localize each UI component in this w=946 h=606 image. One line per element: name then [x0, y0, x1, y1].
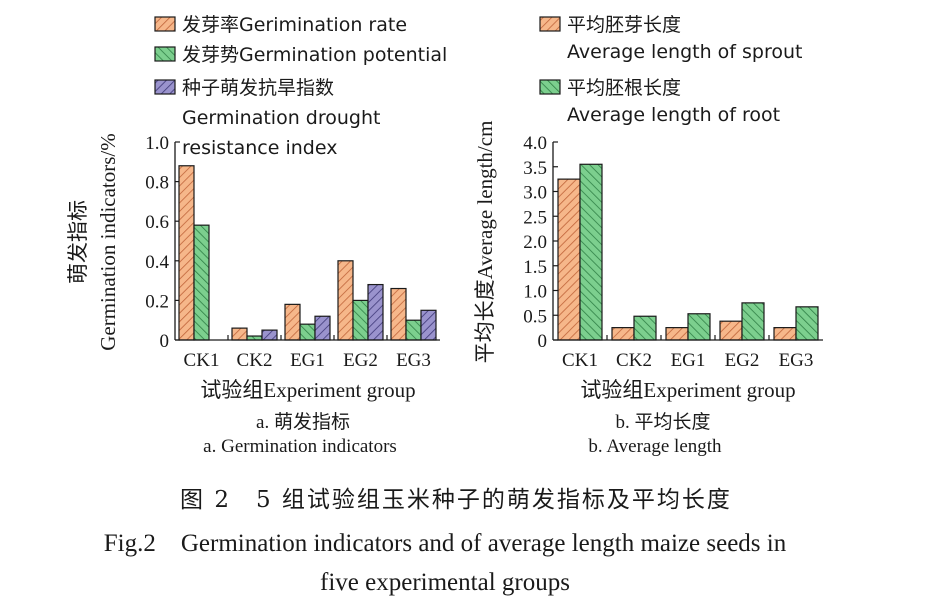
x-tick-label: CK2	[237, 350, 273, 371]
y-tick-label: 2.0	[523, 232, 547, 253]
x-tick-label: EG3	[396, 350, 431, 371]
y-tick-label: 1.5	[523, 257, 547, 278]
x-tick-label: CK2	[616, 350, 652, 371]
bar-eg3-series-1	[773, 327, 797, 341]
bar-ck2-series-3	[261, 329, 278, 341]
bar-ck1-series-1	[178, 165, 195, 341]
bar-eg1-series-3	[314, 315, 331, 341]
chart-b-subtitle-en: b. Average length	[588, 436, 722, 457]
y-tick-label: 0.5	[523, 306, 547, 327]
bar-eg1-series-1	[665, 327, 689, 341]
bar-ck1-series-2	[579, 163, 603, 341]
chart-a-bars	[178, 165, 437, 341]
chart-a: 发芽率Gerimination rate 发芽势Germination pote…	[66, 14, 447, 457]
chart-b-legend: 平均胚芽长度 Average length of sprout 平均胚根长度 A…	[539, 14, 803, 126]
chart-a-x-axis: CK1 CK2 EG1 EG2 EG3	[175, 335, 440, 371]
legend-b-swatch-1	[539, 16, 561, 32]
bar-eg2-series-3	[367, 283, 384, 341]
x-tick-label: EG3	[779, 350, 814, 371]
x-tick-label: CK1	[562, 350, 598, 371]
figure-caption: 图 2 5 组试验组玉米种子的萌发指标及平均长度 Fig.2 Germinati…	[104, 487, 787, 596]
y-tick-label: 3.5	[523, 158, 547, 179]
bar-eg2-series-2	[741, 302, 765, 341]
bar-eg3-series-2	[795, 306, 819, 341]
legend-a-swatch-2	[154, 46, 176, 62]
y-tick-label: 0.6	[145, 212, 169, 233]
chart-b-subtitle-cn: b. 平均长度	[615, 411, 710, 433]
chart-a-subtitle-en: a. Germination indicators	[203, 436, 397, 457]
chart-a-subtitle-cn: a. 萌发指标	[256, 411, 350, 433]
chart-b: 平均胚芽长度 Average length of sprout 平均胚根长度 A…	[473, 14, 823, 457]
legend-a-label-2: 发芽势Germination potential	[182, 44, 447, 66]
bar-eg2-series-1	[337, 260, 354, 341]
chart-b-xlabel: 试验组Experiment group	[580, 378, 795, 402]
legend-b-label-1-line-1: 平均胚芽长度	[567, 14, 681, 36]
legend-b-label-2-line-2: Average length of root	[567, 104, 780, 126]
y-tick-label: 0.2	[145, 291, 169, 312]
chart-b-y-axis: 0 0.5 1.0 1.5 2.0 2.5 3.0 3.5 4.0	[523, 133, 558, 352]
legend-a-label-3-line-1: 种子萌发抗旱指数	[182, 77, 334, 99]
y-tick-label: 2.5	[523, 207, 547, 228]
legend-b-label-1-line-2: Average length of sprout	[567, 41, 803, 63]
y-tick-label: 0	[160, 331, 170, 352]
chart-a-ylabel-en: Germination indicators/%	[96, 133, 120, 351]
bar-eg1-series-2	[299, 323, 316, 341]
bar-eg3-series-3	[420, 309, 437, 341]
legend-a-label-1: 发芽率Gerimination rate	[182, 14, 407, 36]
caption-en-line-1: Fig.2 Germination indicators and of aver…	[104, 530, 787, 557]
caption-cn: 图 2 5 组试验组玉米种子的萌发指标及平均长度	[180, 487, 732, 513]
legend-a-label-3-line-2: Germination drought	[182, 107, 380, 129]
bar-ck2-series-1	[231, 327, 248, 341]
x-tick-label: EG1	[671, 350, 706, 371]
y-tick-label: 1.0	[145, 133, 169, 154]
bar-ck2-series-2	[633, 315, 657, 341]
chart-b-bars	[557, 163, 819, 341]
bar-eg3-series-2	[405, 319, 422, 341]
y-tick-label: 0	[538, 331, 548, 352]
legend-b-label-2-line-1: 平均胚根长度	[567, 77, 681, 99]
x-tick-label: EG1	[290, 350, 325, 371]
legend-b-swatch-2	[539, 79, 561, 95]
chart-a-legend: 发芽率Gerimination rate 发芽势Germination pote…	[154, 14, 447, 159]
x-tick-label: EG2	[725, 350, 760, 371]
bar-eg2-series-2	[352, 299, 369, 341]
legend-a-swatch-1	[154, 16, 176, 32]
bar-ck1-series-1	[557, 178, 581, 341]
y-tick-label: 4.0	[523, 133, 547, 154]
chart-b-x-axis: CK1 CK2 EG1 EG2 EG3	[553, 335, 823, 371]
bar-ck2-series-1	[611, 327, 635, 341]
chart-a-y-axis: 0 0.2 0.4 0.6 0.8 1.0	[145, 133, 180, 352]
legend-a-label-3-line-3: resistance index	[182, 137, 337, 159]
bar-eg1-series-1	[284, 303, 301, 341]
bar-eg2-series-1	[719, 320, 743, 341]
bar-ck1-series-2	[193, 224, 210, 341]
y-tick-label: 0.4	[145, 252, 169, 273]
bar-eg3-series-1	[390, 287, 407, 341]
y-tick-label: 0.8	[145, 173, 169, 194]
caption-en-line-2: five experimental groups	[320, 569, 570, 596]
y-tick-label: 3.0	[523, 183, 547, 204]
x-tick-label: EG2	[343, 350, 378, 371]
bar-eg1-series-2	[687, 313, 711, 341]
legend-a-swatch-3	[154, 79, 176, 95]
chart-a-ylabel-cn: 萌发指标	[66, 200, 90, 284]
y-tick-label: 1.0	[523, 282, 547, 303]
x-tick-label: CK1	[184, 350, 220, 371]
chart-a-xlabel: 试验组Experiment group	[200, 378, 415, 402]
chart-b-ylabel: 平均长度Average length/cm	[473, 121, 497, 364]
